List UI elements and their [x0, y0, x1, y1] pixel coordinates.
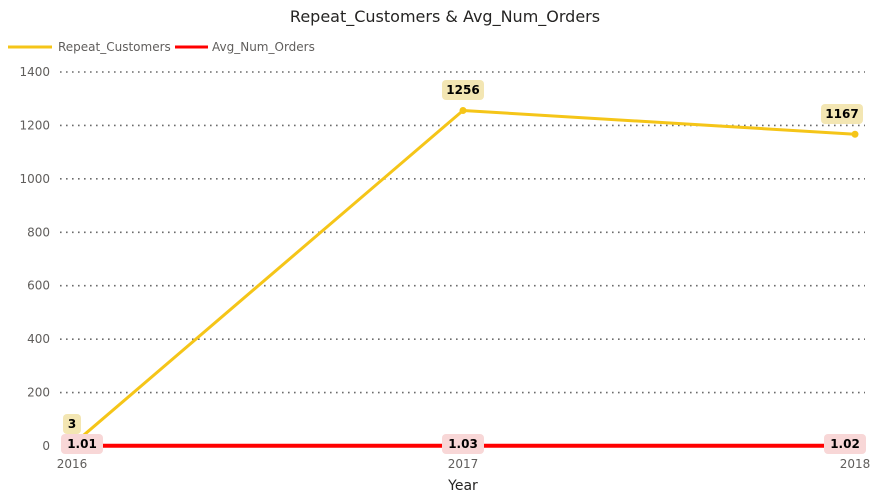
legend: Repeat_Customers Avg_Num_Orders: [8, 40, 315, 54]
x-tick-label: 2018: [840, 457, 871, 471]
x-axis-title: Year: [447, 478, 478, 494]
y-tick-label: 800: [27, 225, 50, 239]
chart-title: Repeat_Customers & Avg_Num_Orders: [290, 7, 600, 27]
series-line-repeat-customers: [70, 108, 857, 447]
y-tick-label: 1200: [19, 118, 50, 132]
y-tick-label: 0: [42, 439, 50, 453]
data-label-bg-avg-num-orders: [61, 434, 103, 454]
y-tick-label: 1400: [19, 65, 50, 79]
data-label-avg-num-orders: 1.01: [67, 437, 97, 451]
data-point-repeat-customers: [459, 106, 467, 114]
y-tick-label: 600: [27, 279, 50, 293]
x-tick-label: 2017: [448, 457, 479, 471]
x-axis-ticks: 2016 2017 2018: [57, 457, 871, 471]
y-axis-ticks: 0 200 400 600 800 1000 1200 1400: [19, 65, 50, 453]
y-tick-label: 400: [27, 332, 50, 346]
data-label-repeat-customers: 3: [68, 417, 76, 431]
data-label-avg-num-orders: 1.02: [830, 437, 860, 451]
legend-label-avg-num-orders: Avg_Num_Orders: [212, 40, 315, 54]
y-tick-label: 1000: [19, 172, 50, 186]
data-label-repeat-customers: 1167: [825, 107, 858, 121]
data-label-bg-repeat-customers: [442, 80, 484, 100]
x-tick-label: 2016: [57, 457, 88, 471]
data-label-bg-avg-num-orders: [442, 434, 484, 454]
data-label-bg-avg-num-orders: [824, 434, 866, 454]
y-tick-label: 200: [27, 386, 50, 400]
data-label-bg-repeat-customers: [821, 104, 863, 124]
data-label-bg-repeat-customers: [63, 414, 81, 434]
series-lines: [68, 106, 859, 450]
data-label-avg-num-orders: 1.03: [448, 437, 478, 451]
gridlines: [60, 71, 865, 394]
legend-label-repeat-customers: Repeat_Customers: [58, 40, 171, 54]
data-labels: 3 1256 1167 1.01 1.03 1.02: [61, 80, 866, 454]
data-label-repeat-customers: 1256: [446, 83, 479, 97]
data-point-repeat-customers: [851, 130, 859, 138]
